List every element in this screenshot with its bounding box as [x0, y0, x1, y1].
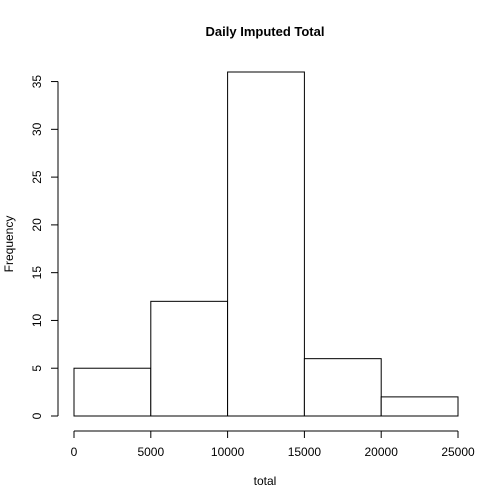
- y-axis-label: Frequency: [2, 216, 16, 273]
- y-tick-label-4: 20: [30, 218, 44, 232]
- y-tick-label-0: 0: [30, 412, 44, 419]
- histogram-bar-0: [73, 367, 152, 417]
- x-tick-label-2: 10000: [211, 445, 245, 459]
- histogram-bar-2: [227, 71, 305, 417]
- bars-group: [73, 71, 459, 417]
- x-tick-label-3: 15000: [288, 445, 322, 459]
- x-tick-label-4: 20000: [365, 445, 399, 459]
- x-axis-label: total: [254, 474, 277, 488]
- x-tick-label-0: 0: [71, 445, 78, 459]
- y-tick-label-7: 35: [30, 75, 44, 89]
- y-tick-label-1: 5: [30, 365, 44, 372]
- y-tick-label-6: 30: [30, 122, 44, 136]
- histogram-bar-3: [303, 358, 382, 417]
- histogram-bar-1: [150, 300, 229, 417]
- y-axis: 0 5 10 15 20 25 30 35: [30, 75, 59, 419]
- x-tick-label-1: 5000: [137, 445, 164, 459]
- x-tick-label-5: 25000: [441, 445, 475, 459]
- y-tick-label-3: 15: [30, 266, 44, 280]
- y-tick-label-2: 10: [30, 313, 44, 327]
- y-tick-label-5: 25: [30, 170, 44, 184]
- histogram-bar-4: [380, 396, 459, 417]
- x-axis: 0 5000 10000 15000 20000 25000: [71, 430, 475, 459]
- chart-title: Daily Imputed Total: [206, 24, 325, 39]
